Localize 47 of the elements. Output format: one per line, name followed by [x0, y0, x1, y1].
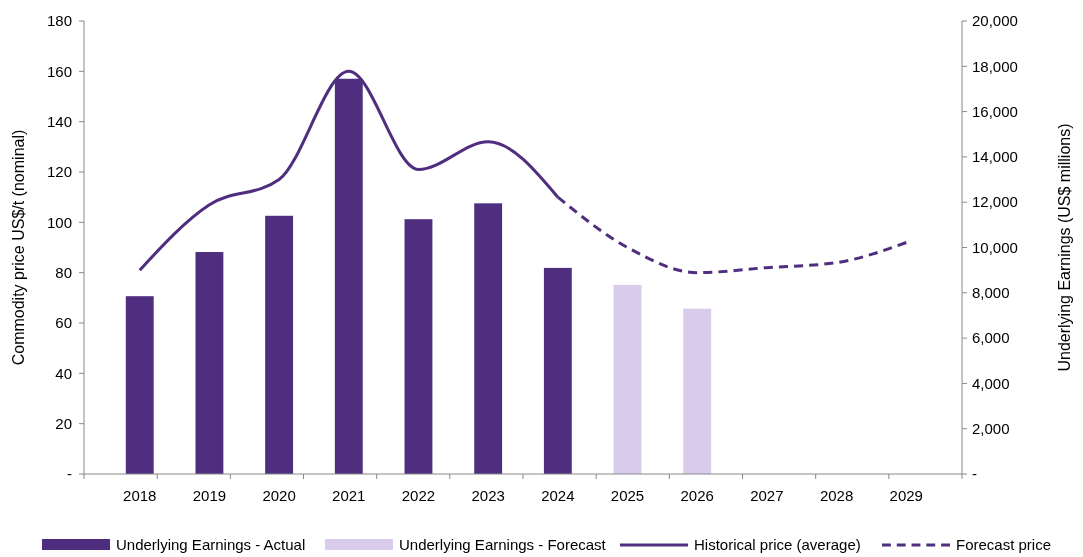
y-tick-label: 100	[46, 213, 72, 231]
bar	[404, 219, 433, 474]
bar	[265, 215, 294, 474]
x-tick-label: 2029	[889, 487, 923, 504]
x-tick-label: 2028	[819, 487, 854, 504]
y2-tick-label: 20,000	[972, 12, 1018, 30]
y2-tick-label: 16,000	[972, 102, 1018, 120]
y2-tick-label: 8,000	[972, 284, 1010, 302]
legend-label: Underlying Earnings - Actual	[116, 536, 306, 554]
y-tick-label: 160	[46, 62, 72, 80]
bar	[543, 267, 572, 474]
legend-label: Underlying Earnings - Forecast	[399, 536, 607, 554]
y2-tick-label: 14,000	[972, 148, 1018, 166]
y-tick-label: -	[67, 465, 72, 483]
y2-tick-label: 2,000	[972, 419, 1010, 437]
legend-label: Historical price (average)	[694, 536, 861, 554]
y2-tick-label: 12,000	[972, 193, 1018, 211]
y2-tick-label: 10,000	[972, 238, 1018, 256]
bar	[474, 203, 503, 474]
y-tick-label: 140	[46, 112, 72, 130]
bar	[195, 252, 224, 474]
x-tick-label: 2021	[332, 487, 366, 504]
y2-axis-title: Underlying Earnings (US$ millions)	[1056, 123, 1073, 372]
bar	[125, 296, 154, 474]
x-tick-label: 2020	[262, 487, 296, 504]
x-tick-label: 2027	[750, 487, 784, 504]
bar	[683, 308, 712, 474]
x-tick-label: 2025	[610, 487, 645, 504]
y2-tick-label: -	[972, 465, 977, 483]
y2-tick-label: 6,000	[972, 329, 1010, 347]
x-tick-label: 2026	[680, 487, 714, 504]
x-tick-label: 2018	[123, 487, 157, 504]
legend-label: Forecast price	[956, 536, 1052, 554]
y2-tick-label: 4,000	[972, 374, 1010, 392]
y-axis-title: Commodity price US$/t (nominal)	[10, 129, 27, 366]
y-tick-label: 180	[46, 12, 72, 30]
y-tick-label: 60	[55, 314, 72, 332]
x-tick-label: 2023	[471, 487, 505, 504]
x-tick-label: 2022	[401, 487, 436, 504]
y-tick-label: 40	[55, 364, 72, 382]
y-tick-label: 20	[55, 414, 72, 432]
y-tick-label: 80	[55, 263, 72, 281]
x-tick-label: 2019	[192, 487, 227, 504]
bar	[613, 284, 642, 474]
x-tick-label: 2024	[541, 487, 575, 504]
y-tick-label: 120	[46, 163, 72, 181]
y2-tick-label: 18,000	[972, 57, 1018, 75]
